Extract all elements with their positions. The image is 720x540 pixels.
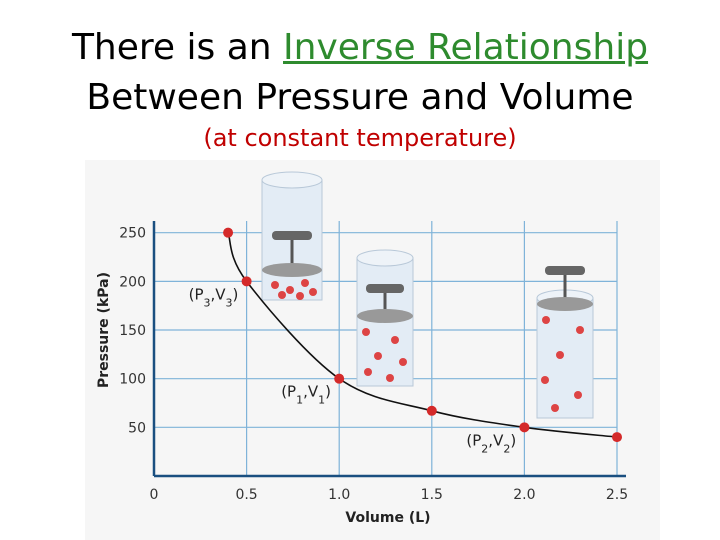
data-point bbox=[334, 373, 345, 384]
y-tick-label: 100 bbox=[119, 372, 146, 388]
cylinder-icon bbox=[261, 171, 323, 301]
y-tick-label: 50 bbox=[128, 420, 146, 436]
y-tick-labels: 50 100 150 200 250 bbox=[119, 226, 146, 437]
x-tick-label: 0 bbox=[150, 487, 159, 503]
y-axis-label: Pressure (kPa) bbox=[96, 272, 112, 388]
x-tick-label: 0.5 bbox=[235, 487, 257, 503]
y-tick-label: 150 bbox=[119, 323, 146, 339]
title-prefix: There is an bbox=[71, 27, 284, 68]
x-tick-label: 2.5 bbox=[606, 487, 628, 503]
subtitle: (at constant temperature) bbox=[203, 124, 517, 152]
point-label: (P1,V1) bbox=[281, 383, 331, 407]
point-label: (P3,V3) bbox=[189, 285, 239, 309]
data-points bbox=[223, 227, 622, 443]
x-tick-label: 1.0 bbox=[328, 487, 350, 503]
point-label: (P2,V2) bbox=[466, 431, 516, 455]
x-tick-label: 2.0 bbox=[513, 487, 535, 503]
data-point bbox=[426, 405, 437, 416]
y-tick-label: 200 bbox=[119, 274, 146, 290]
cylinder-icon bbox=[536, 266, 594, 419]
title-line-1: There is an Inverse Relationship bbox=[0, 26, 720, 70]
title-highlight-link[interactable]: Inverse Relationship bbox=[283, 27, 649, 68]
x-tick-label: 1.5 bbox=[421, 487, 443, 503]
data-point bbox=[223, 227, 234, 238]
data-point bbox=[241, 276, 252, 287]
data-point bbox=[612, 432, 622, 443]
data-point bbox=[519, 422, 530, 433]
x-axis-label: Volume (L) bbox=[345, 510, 430, 526]
x-tick-labels: 0 0.5 1.0 1.5 2.0 2.5 bbox=[150, 487, 629, 503]
y-tick-label: 250 bbox=[119, 226, 146, 242]
cylinder-icon bbox=[356, 249, 414, 387]
point-annotations: (P3,V3) (P1,V1) (P2,V2) bbox=[189, 285, 517, 454]
title-line-2: Between Pressure and Volume bbox=[86, 77, 634, 118]
